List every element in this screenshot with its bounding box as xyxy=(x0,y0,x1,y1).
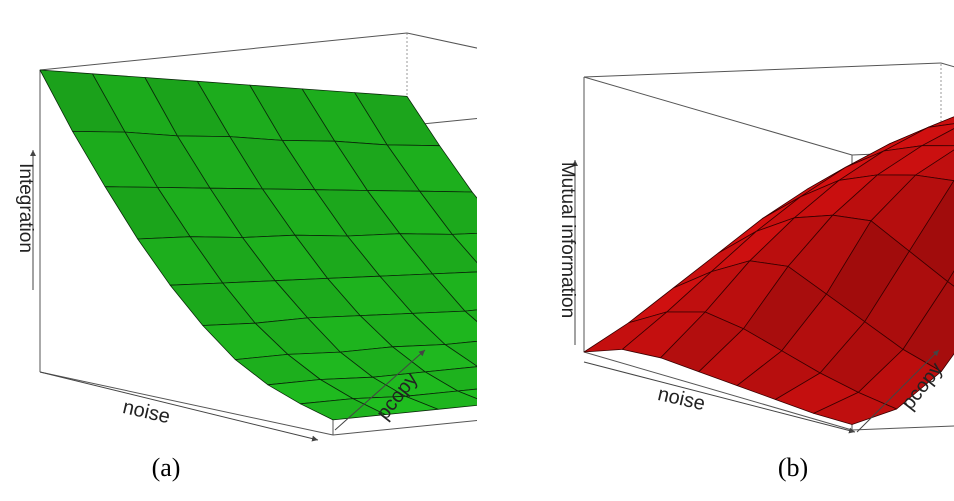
box-edge xyxy=(851,425,954,431)
x-axis-arrow xyxy=(583,361,856,434)
panel-label-b: (b) xyxy=(777,453,809,482)
y-axis-arrow xyxy=(856,349,940,433)
x-axis-label: noise xyxy=(656,383,708,415)
box-edge xyxy=(583,62,942,78)
chart-panel-a: Integration noise pcopy (a) xyxy=(15,32,477,482)
surface-facet xyxy=(457,388,477,400)
panel-label-a: (a) xyxy=(151,453,181,482)
z-axis-label: Mutual information xyxy=(557,162,578,318)
z-axis-label: Integration xyxy=(15,163,36,253)
box-edge xyxy=(39,32,408,71)
x-axis-arrow xyxy=(39,371,319,442)
chart-panel-b: Mutual information noise pcopy (b) xyxy=(477,0,954,501)
x-axis-label: noise xyxy=(121,396,173,428)
box-edge xyxy=(583,76,853,156)
surface-facet xyxy=(299,398,386,421)
surface-facet xyxy=(813,391,898,425)
box-edge xyxy=(39,371,334,436)
y-axis-arrow xyxy=(334,349,426,431)
box-edge xyxy=(583,351,853,431)
box-edge xyxy=(332,419,477,436)
box-edge xyxy=(406,32,477,49)
